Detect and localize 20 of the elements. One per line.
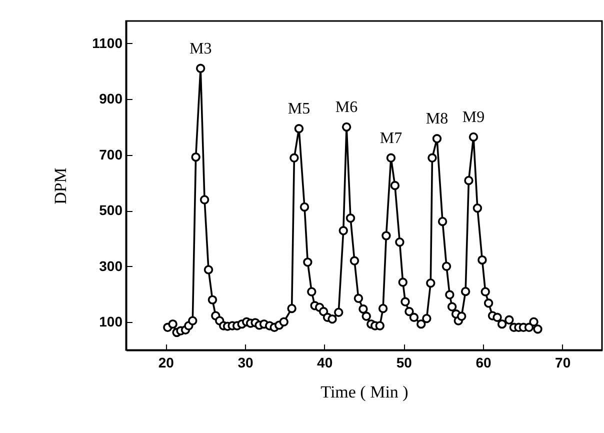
x-tick-label: 20 [158, 354, 174, 370]
x-axis-title: Time ( Min ) [320, 382, 408, 402]
x-tick-label: 60 [476, 354, 492, 370]
x-tick-label: 30 [238, 354, 254, 370]
y-tick-label: 1100 [92, 34, 123, 51]
x-tick-label: 50 [396, 354, 412, 370]
y-tick-label: 300 [99, 258, 123, 274]
annotation: M6 [335, 98, 358, 116]
y-axis-title: DPM [51, 168, 70, 204]
y-tick-label: 500 [99, 202, 123, 218]
annotation: M7 [380, 130, 402, 147]
y-tick-label: 900 [99, 90, 123, 107]
annotation: M5 [288, 100, 310, 118]
annotation: M9 [462, 108, 485, 126]
x-tick-label: 40 [317, 354, 333, 370]
annotation: M3 [189, 40, 212, 58]
y-tick-label: 700 [99, 146, 123, 162]
annotation: M8 [426, 110, 448, 128]
y-tick-label: 100 [99, 314, 123, 330]
x-tick-label: 70 [555, 354, 571, 370]
